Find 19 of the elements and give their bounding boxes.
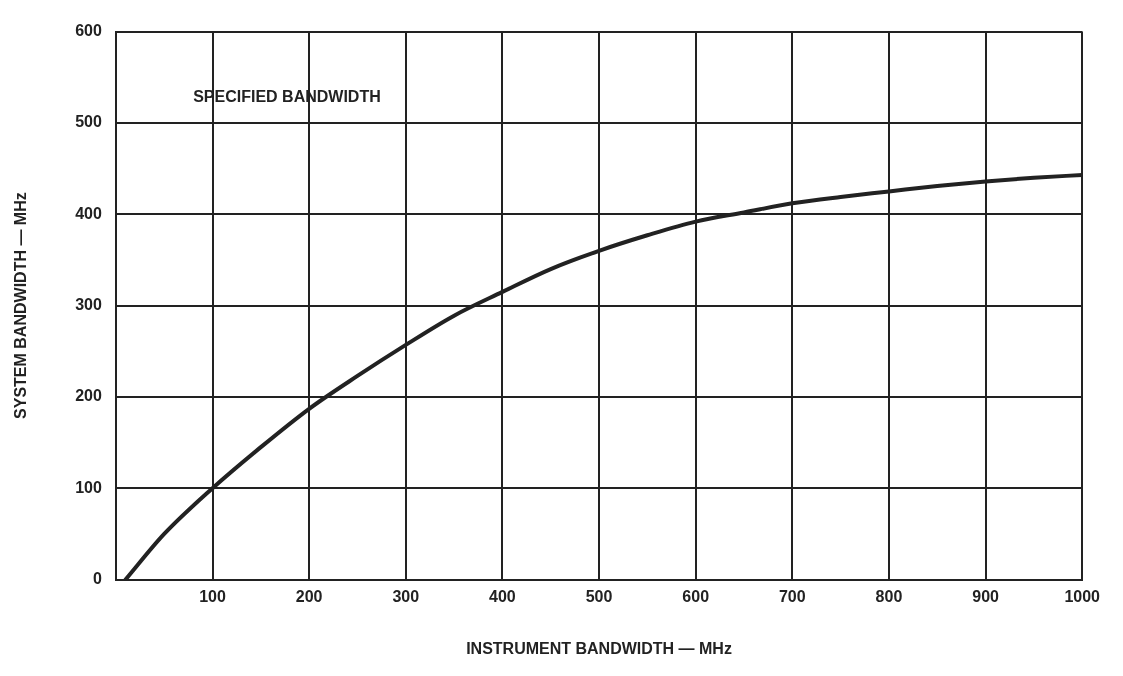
x-tick-label: 300 bbox=[392, 587, 420, 605]
x-tick-label: 900 bbox=[972, 587, 1000, 605]
y-tick-label: 300 bbox=[75, 296, 102, 314]
y-axis-title: SYSTEM BANDWIDTH — MHz bbox=[12, 192, 30, 419]
y-tick-label: 600 bbox=[75, 22, 102, 40]
x-tick-label: 400 bbox=[489, 587, 516, 605]
x-tick-label: 600 bbox=[682, 587, 710, 605]
y-tick-label: 200 bbox=[75, 387, 102, 405]
x-tick-label: 700 bbox=[778, 587, 806, 605]
x-tick-label: 500 bbox=[585, 587, 613, 605]
x-axis-title: INSTRUMENT BANDWIDTH — MHz bbox=[466, 639, 732, 657]
y-tick-label: 100 bbox=[75, 478, 102, 496]
x-tick-label: 200 bbox=[295, 587, 323, 605]
y-tick-label: 0 bbox=[92, 570, 102, 588]
x-tick-label: 100 bbox=[199, 587, 226, 605]
x-tick-label: 800 bbox=[875, 587, 903, 605]
y-tick-label: 500 bbox=[75, 113, 102, 131]
x-tick-label: 1000 bbox=[1064, 587, 1101, 605]
y-tick-label: 400 bbox=[75, 204, 102, 222]
